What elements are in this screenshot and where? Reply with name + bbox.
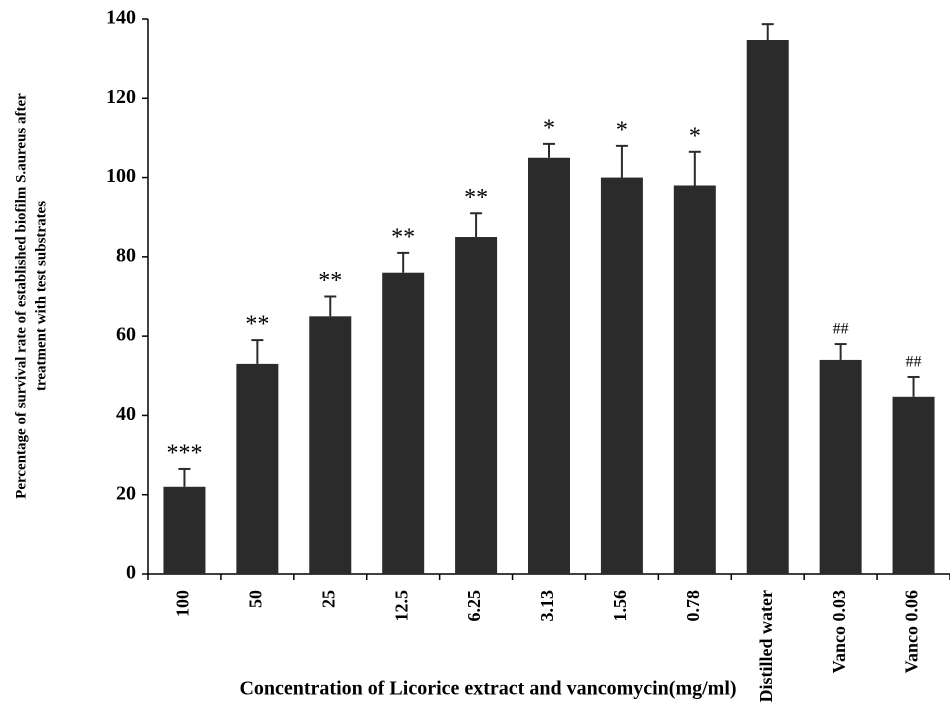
bar bbox=[455, 237, 498, 575]
y-tick-label: 120 bbox=[106, 86, 136, 108]
annotation: ** bbox=[318, 268, 342, 294]
annotation: *** bbox=[166, 440, 202, 466]
bar bbox=[382, 272, 425, 574]
y-tick-label: 40 bbox=[116, 403, 136, 425]
x-tick-label: 100 bbox=[173, 590, 193, 617]
annotation: ** bbox=[245, 312, 269, 338]
bar bbox=[819, 359, 862, 574]
x-tick-label: Vanco 0.03 bbox=[829, 590, 849, 673]
x-tick-label: 25 bbox=[318, 590, 338, 608]
annotation: ** bbox=[391, 224, 415, 250]
x-axis-label: Concentration of Licorice extract and va… bbox=[239, 678, 736, 700]
y-axis-label: Percentage of survival rate of establish… bbox=[13, 93, 29, 499]
x-tick-label: 6.25 bbox=[464, 590, 484, 622]
x-tick-label: Vanco 0.06 bbox=[902, 590, 922, 673]
annotation: ## bbox=[833, 321, 849, 338]
y-tick-label: 0 bbox=[126, 562, 136, 584]
bar bbox=[236, 363, 279, 574]
x-tick-label: 3.13 bbox=[537, 590, 557, 622]
bar bbox=[892, 396, 935, 574]
annotation: ** bbox=[464, 185, 488, 211]
bar bbox=[600, 177, 643, 575]
y-tick-label: 20 bbox=[116, 482, 136, 504]
annotation: * bbox=[543, 115, 555, 141]
bar bbox=[673, 185, 716, 574]
y-tick-label: 100 bbox=[106, 165, 136, 187]
bar bbox=[163, 486, 206, 574]
y-tick-label: 80 bbox=[116, 244, 136, 266]
x-tick-label: Distilled water bbox=[756, 590, 776, 702]
annotation: ## bbox=[906, 354, 922, 371]
annotation: * bbox=[689, 123, 701, 149]
annotation: * bbox=[616, 117, 628, 143]
y-axis-label: treatment with test substrates bbox=[33, 201, 49, 391]
y-tick-label: 140 bbox=[106, 7, 136, 29]
x-tick-label: 0.78 bbox=[683, 590, 703, 622]
x-tick-label: 1.56 bbox=[610, 590, 630, 622]
x-tick-label: 50 bbox=[245, 590, 265, 608]
y-tick-label: 60 bbox=[116, 324, 136, 346]
bar bbox=[309, 316, 352, 574]
bar bbox=[746, 40, 789, 574]
x-tick-label: 12.5 bbox=[391, 590, 411, 622]
bar bbox=[528, 157, 570, 574]
